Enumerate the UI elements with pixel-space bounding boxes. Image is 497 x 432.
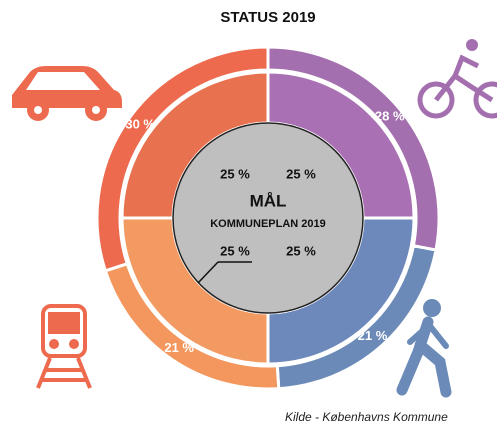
donut: 28 % 21 % 21 % 30 % (95, 45, 441, 391)
center-label: 25 % (286, 243, 316, 258)
pointer (197, 261, 219, 284)
source: Kilde - Københavns Kommune (285, 410, 448, 424)
outer-label: 21 % (164, 340, 194, 355)
outer-label: 28 % (375, 109, 405, 124)
outer-segment (95, 45, 270, 273)
train-icon (36, 304, 92, 389)
center-subtitle: KOMMUNEPLAN 2019 (210, 218, 326, 230)
center-circle (172, 122, 364, 314)
car-icon (12, 66, 122, 121)
center-label: 25 % (220, 243, 250, 258)
walker-icon (396, 299, 452, 398)
outer-label: 30 % (125, 117, 155, 132)
bike-icon (417, 39, 497, 119)
outer-label: 21 % (358, 328, 388, 343)
chart-title: STATUS 2019 (220, 9, 315, 26)
center-label: 25 % (286, 166, 316, 181)
center-title: MÅL (250, 191, 287, 210)
center-label: 25 % (220, 166, 250, 181)
